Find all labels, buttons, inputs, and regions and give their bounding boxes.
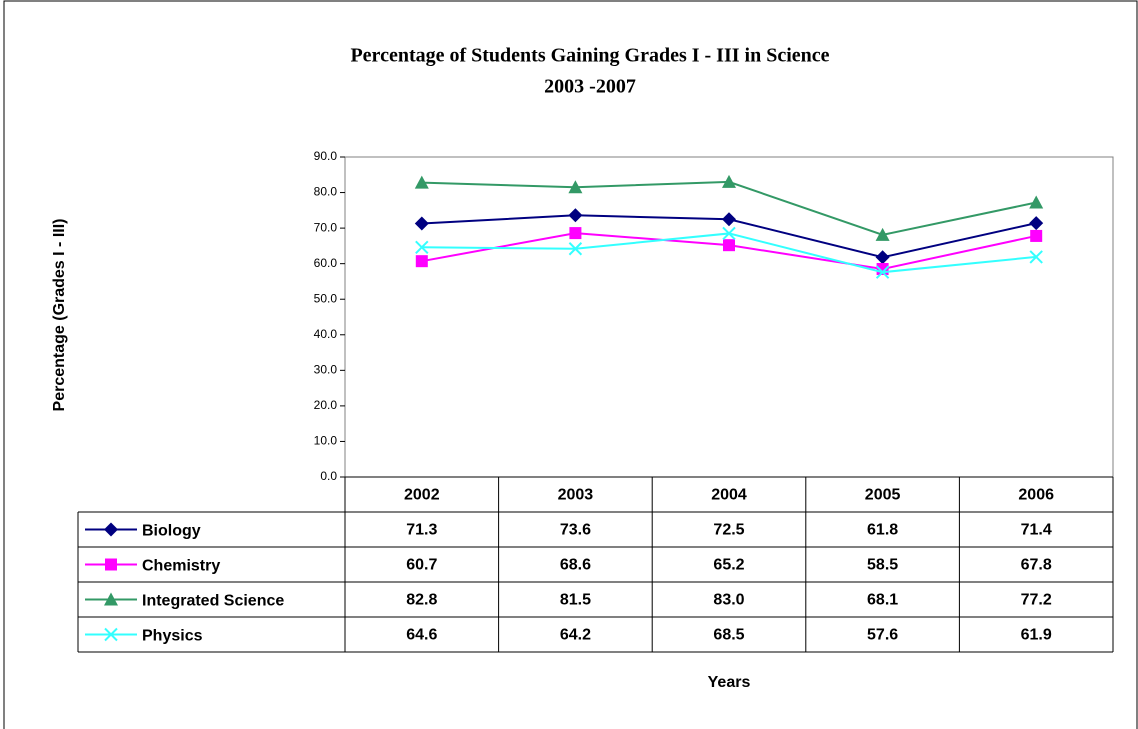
marker <box>569 227 582 240</box>
marker <box>568 242 583 256</box>
marker <box>104 522 118 537</box>
marker <box>875 250 890 265</box>
table-value: 71.3 <box>406 522 437 539</box>
marker <box>722 174 736 188</box>
marker <box>1029 250 1043 264</box>
marker <box>105 558 117 571</box>
legend-label: Biology <box>142 523 201 540</box>
marker <box>1029 216 1044 231</box>
x-axis-label: Years <box>708 674 751 691</box>
y-tick-label: 30.0 <box>314 363 338 377</box>
marker <box>415 240 429 255</box>
table-value: 61.8 <box>867 522 898 539</box>
x-tick-label: 2006 <box>1018 487 1054 504</box>
table-value: 67.8 <box>1021 557 1052 574</box>
x-tick-label: 2005 <box>865 487 901 504</box>
y-tick-label: 40.0 <box>314 327 338 341</box>
x-tick-label: 2004 <box>711 487 747 504</box>
table-value: 83.0 <box>713 592 744 609</box>
marker <box>104 592 118 606</box>
marker <box>414 216 429 231</box>
table-value: 65.2 <box>713 557 744 574</box>
table-value: 68.5 <box>713 627 744 644</box>
table-value: 81.5 <box>560 592 591 609</box>
y-tick-label: 20.0 <box>314 398 338 412</box>
y-tick-label: 0.0 <box>320 469 337 483</box>
legend-label: Integrated Science <box>142 593 284 610</box>
table-value: 60.7 <box>406 557 437 574</box>
table-value: 64.2 <box>560 627 591 644</box>
table-value: 73.6 <box>560 522 591 539</box>
y-tick-label: 90.0 <box>314 149 338 163</box>
marker <box>104 627 118 642</box>
y-tick-label: 50.0 <box>314 291 338 305</box>
x-tick-label: 2003 <box>558 487 594 504</box>
series-line <box>421 180 1037 236</box>
y-tick-label: 10.0 <box>314 434 338 448</box>
legend-label: Physics <box>142 628 203 645</box>
marker <box>568 208 583 223</box>
x-tick-label: 2002 <box>404 487 440 504</box>
chart-subtitle: 2003 -2007 <box>544 76 636 98</box>
marker <box>722 212 736 227</box>
marker <box>415 255 428 268</box>
marker <box>568 180 583 194</box>
marker <box>1029 195 1044 209</box>
chart-title: Percentage of Students Gaining Grades I … <box>350 45 829 67</box>
plot-area <box>344 156 1114 478</box>
marker <box>722 226 736 241</box>
table-value: 71.4 <box>1021 522 1052 539</box>
marker <box>1030 229 1043 242</box>
table-value: 58.5 <box>867 557 898 574</box>
marker <box>414 175 429 189</box>
table-value: 77.2 <box>1021 592 1052 609</box>
table-value: 82.8 <box>406 592 437 609</box>
marker <box>875 227 890 241</box>
marker <box>875 265 890 279</box>
legend-label: Chemistry <box>142 558 220 575</box>
table-value: 68.1 <box>867 592 898 609</box>
y-tick-label: 60.0 <box>314 256 338 270</box>
marker <box>723 239 735 252</box>
y-tick-label: 70.0 <box>314 220 338 234</box>
chart-frame <box>3 0 1138 729</box>
table-value: 61.9 <box>1021 627 1052 644</box>
table-value: 68.6 <box>560 557 591 574</box>
y-tick-label: 80.0 <box>314 185 338 199</box>
table-value: 64.6 <box>406 627 437 644</box>
table-value: 57.6 <box>867 627 898 644</box>
table-value: 72.5 <box>713 522 744 539</box>
y-axis-label: Percentage (Grades I - III) <box>51 219 68 412</box>
